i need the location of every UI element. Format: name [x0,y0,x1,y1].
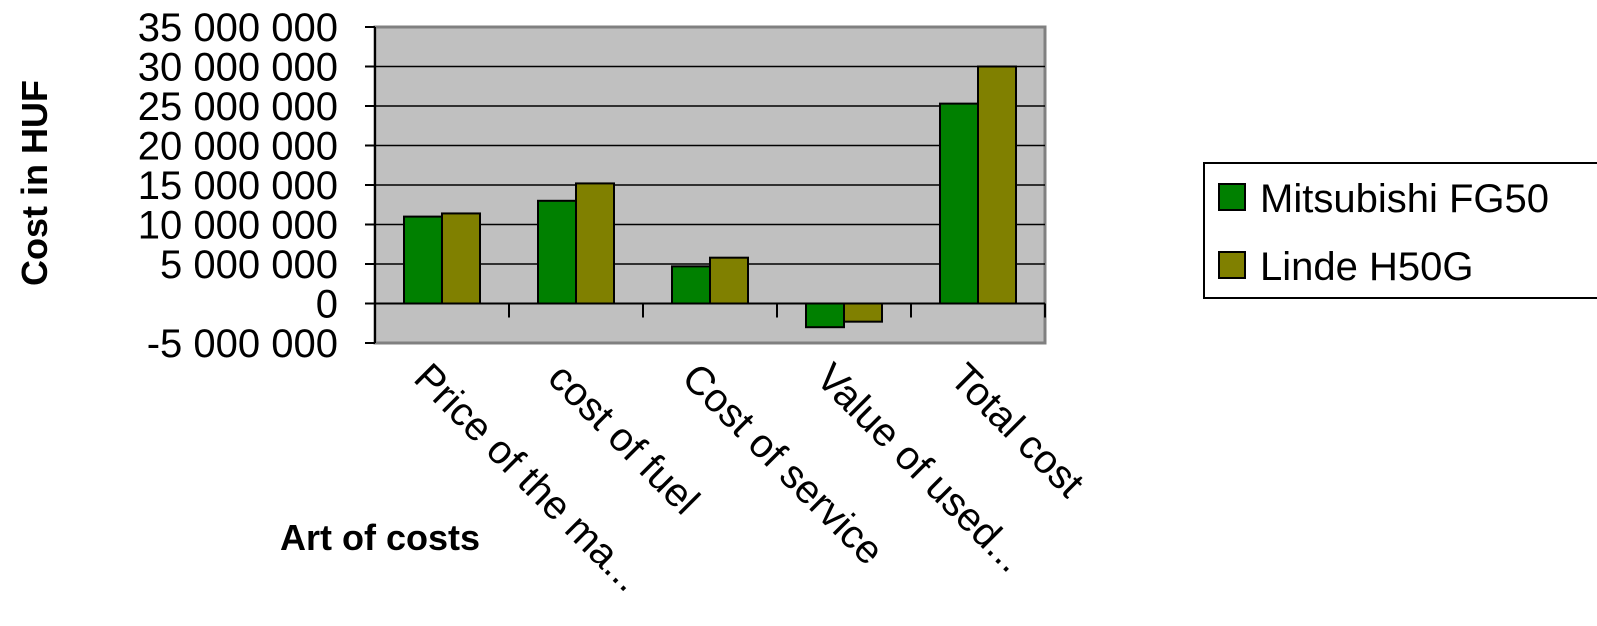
legend-swatch [1218,251,1246,279]
legend: Mitsubishi FG50 Linde H50G [1203,162,1597,299]
y-tick-label: 10 000 000 [138,204,338,248]
bar-mitsubishi [939,102,979,305]
y-tick-label: 35 000 000 [138,6,338,50]
bar-mitsubishi [671,265,711,305]
bar-linde [843,302,883,323]
legend-swatch [1218,183,1246,211]
y-axis-title: Cost in HUF [14,80,55,286]
x-axis-title: Art of costs [280,517,480,558]
bar-mitsubishi [537,199,577,305]
axes [365,26,1046,344]
y-tick-label: 5 000 000 [160,243,338,287]
bar-linde [709,256,749,305]
y-tick-label: -5 000 000 [147,322,338,366]
y-tick-label: 20 000 000 [138,125,338,169]
y-tick-label: 30 000 000 [138,46,338,90]
bar-linde [977,65,1017,305]
legend-label: Mitsubishi FG50 [1260,177,1549,221]
bar-linde [441,212,481,305]
legend-box [1203,162,1597,299]
legend-label: Linde H50G [1260,245,1473,289]
bars [403,65,1017,329]
bar-mitsubishi [805,302,845,329]
y-tick-label: 25 000 000 [138,85,338,129]
y-tick-label: 0 [316,283,338,327]
x-category-label: Price of the ma... [406,355,651,600]
bar-mitsubishi [403,215,443,305]
y-tick-label: 15 000 000 [138,164,338,208]
bar-linde [575,182,615,305]
